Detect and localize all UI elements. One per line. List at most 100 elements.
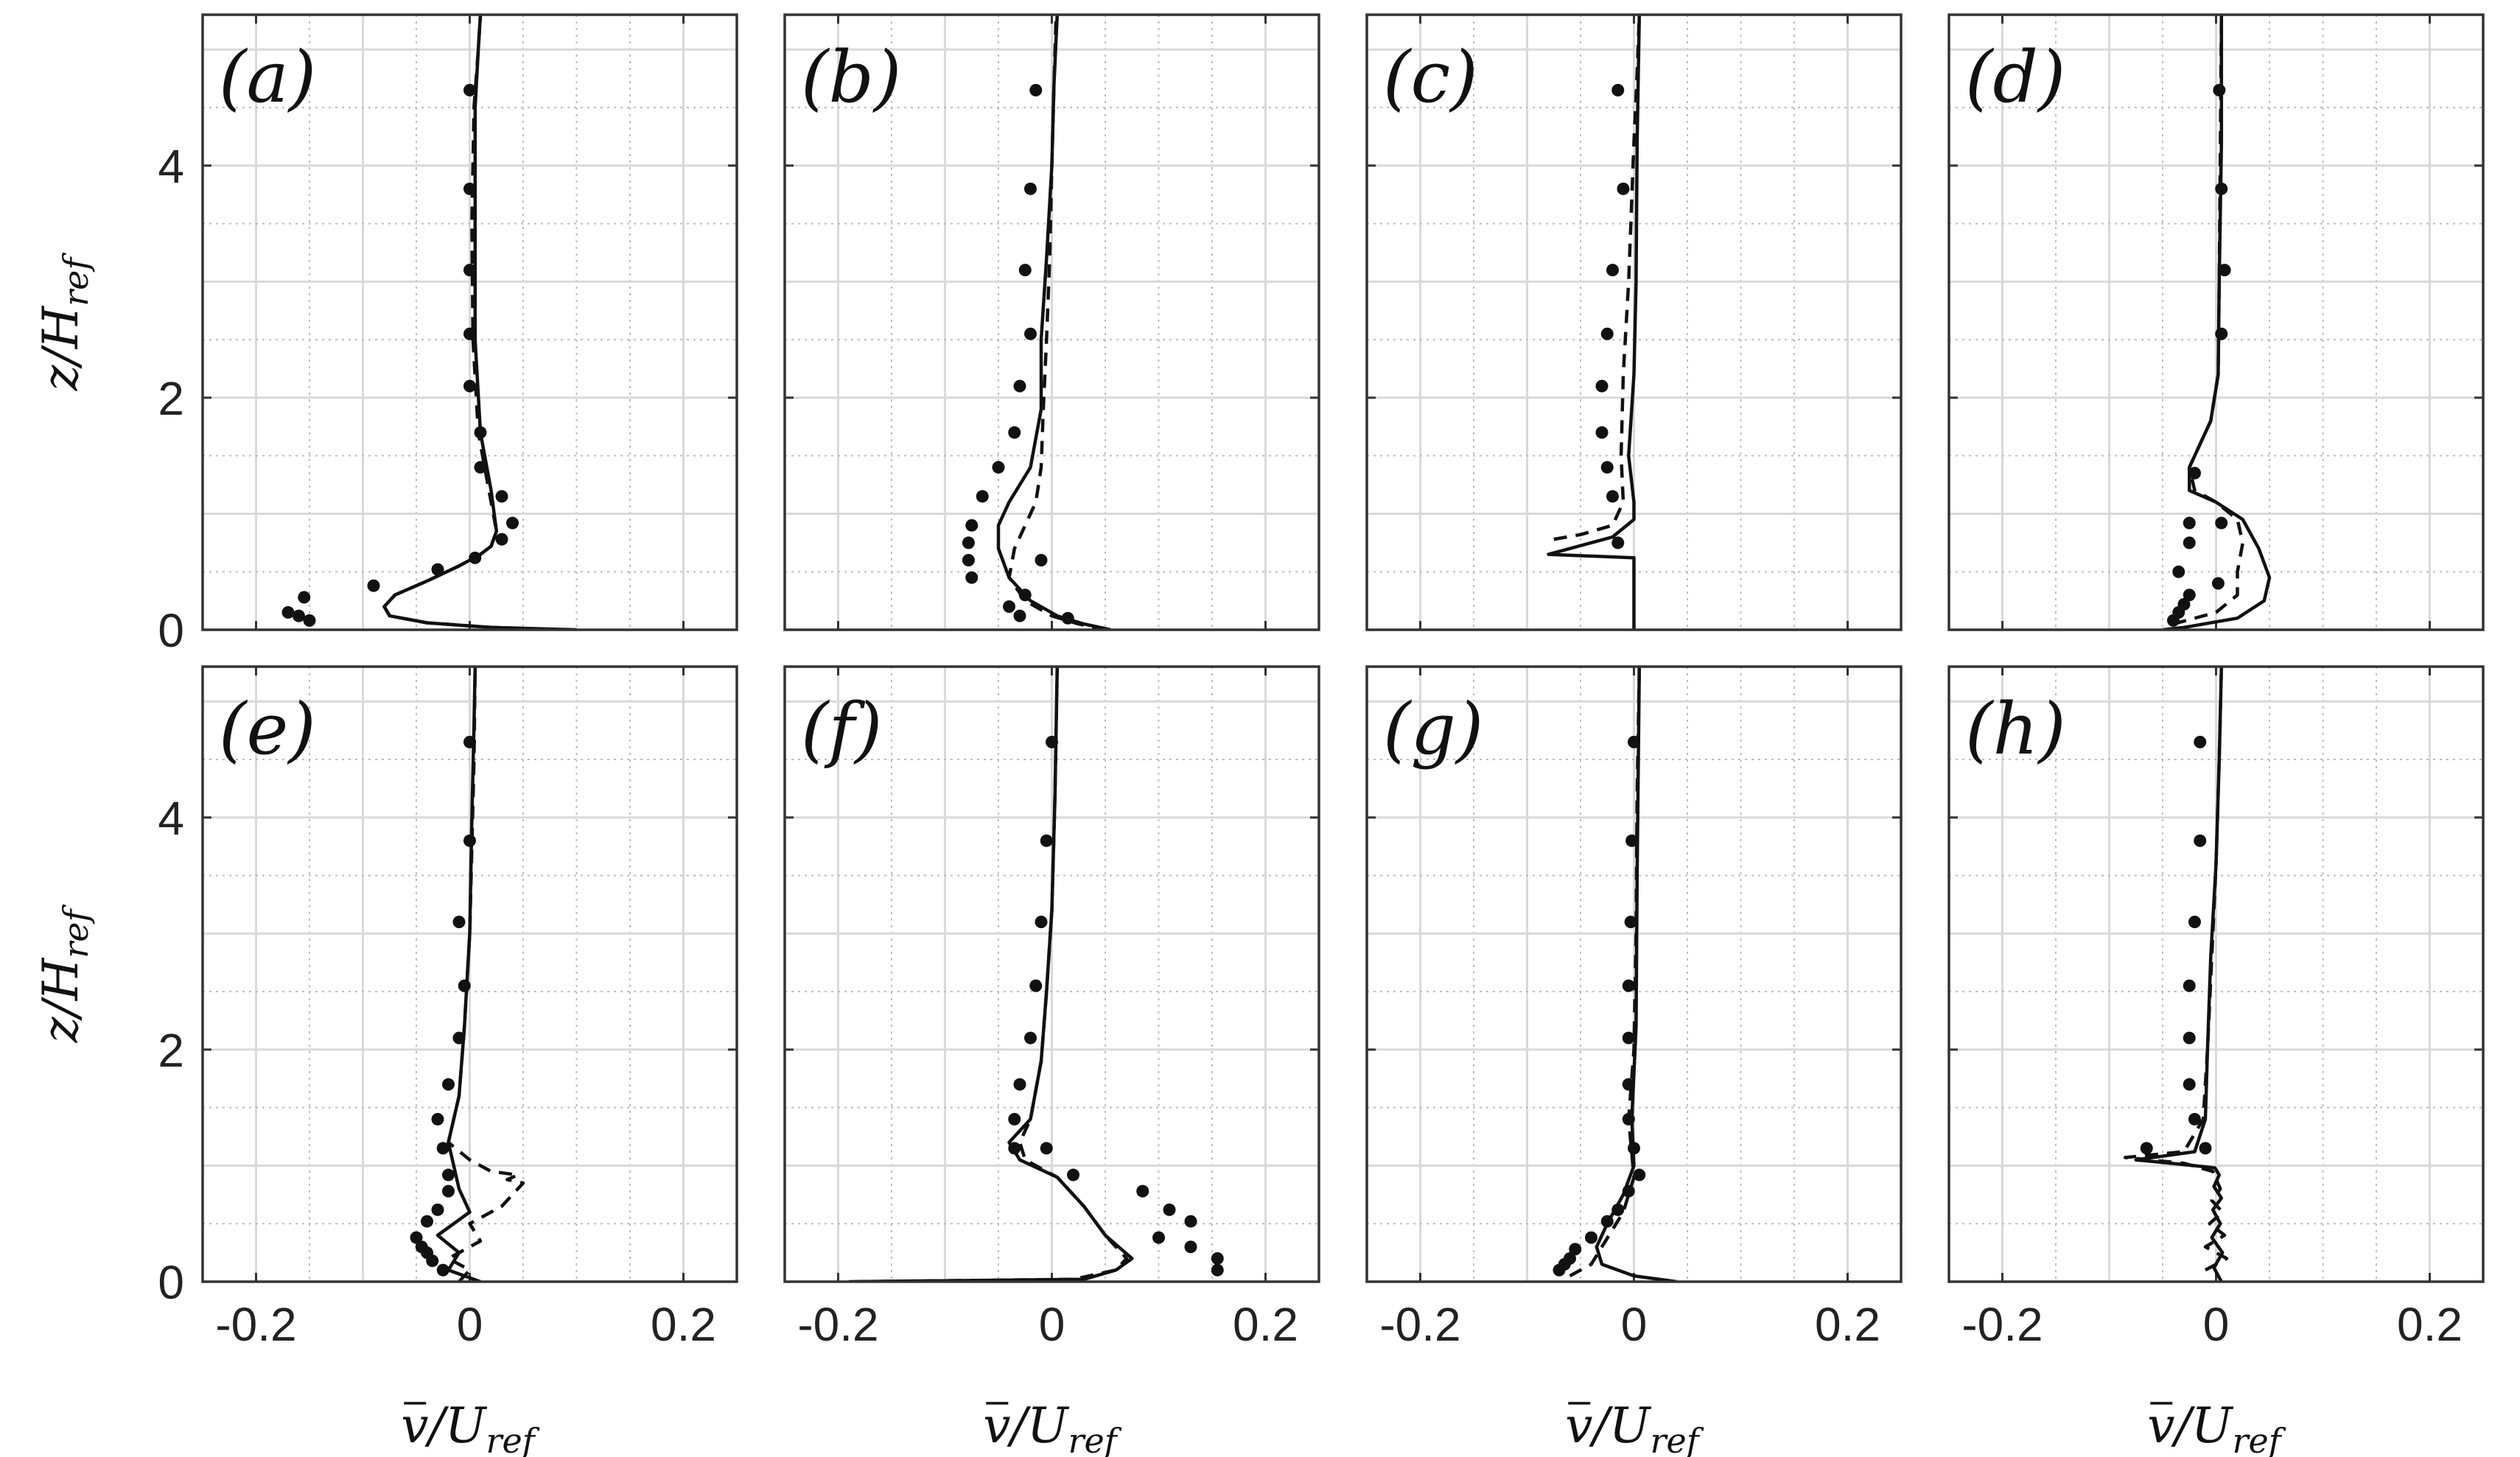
data-point bbox=[1611, 536, 1625, 550]
y-axis-label-main: z/H bbox=[32, 957, 89, 1043]
data-point bbox=[2188, 916, 2201, 929]
data-point bbox=[1622, 1112, 1635, 1126]
panel-label: (b) bbox=[801, 36, 901, 119]
data-point bbox=[2218, 264, 2231, 277]
data-point bbox=[1211, 1251, 1224, 1265]
data-point bbox=[495, 490, 508, 503]
panel-2: (b) bbox=[783, 13, 1320, 631]
x-axis-label-1: v/Uref bbox=[401, 1397, 539, 1457]
data-point bbox=[1184, 1215, 1197, 1228]
series-line-dashed bbox=[1553, 15, 1642, 541]
data-point bbox=[1013, 609, 1026, 622]
data-point bbox=[303, 614, 316, 627]
data-point bbox=[298, 591, 311, 604]
panel-5: (e) 0 2 4 -0.2 0 0.2 bbox=[158, 665, 738, 1351]
x-tick-label: 0 bbox=[2203, 1298, 2230, 1351]
data-point bbox=[1606, 264, 1619, 277]
data-point bbox=[463, 834, 476, 847]
series-line-dashed bbox=[2124, 667, 2229, 1272]
data-point bbox=[436, 1263, 449, 1277]
data-point bbox=[431, 1112, 444, 1126]
series-group bbox=[962, 15, 1111, 630]
data-point bbox=[2183, 1031, 2196, 1045]
series-group bbox=[281, 15, 577, 630]
data-point bbox=[1029, 979, 1043, 992]
data-point bbox=[1617, 182, 1630, 195]
data-point bbox=[2215, 327, 2228, 340]
y-tick-label: 2 bbox=[158, 1024, 184, 1077]
svg-text:z/Href: z/Href bbox=[32, 905, 96, 1044]
panels-group: (a) 0 2 4 (b) (c) (d) (e) 0 2 4 -0.2 0 0.2 (f) -0.2 0 0.2… bbox=[158, 13, 2485, 1351]
panel-label: (e) bbox=[219, 688, 316, 770]
data-point bbox=[1628, 1142, 1640, 1155]
data-point bbox=[962, 536, 975, 550]
axes-frame bbox=[1365, 665, 1903, 1283]
data-point bbox=[962, 553, 975, 566]
x-axis-label-4: v/Uref bbox=[2147, 1397, 2286, 1457]
y-axis-label-main: z/H bbox=[32, 305, 89, 391]
data-point bbox=[2177, 597, 2191, 611]
x-tick-label: -0.2 bbox=[797, 1298, 878, 1351]
data-point bbox=[2183, 536, 2196, 550]
data-point bbox=[2194, 735, 2207, 748]
series-line-solid bbox=[1547, 15, 1642, 630]
svg-text:z/Href: z/Href bbox=[32, 253, 96, 392]
data-point bbox=[1003, 600, 1015, 613]
data-point bbox=[1008, 1142, 1021, 1155]
data-point bbox=[1024, 327, 1037, 340]
data-point bbox=[1622, 1078, 1635, 1091]
data-point bbox=[1013, 1078, 1026, 1091]
series-line-solid bbox=[382, 15, 577, 630]
x-tick-label: 0.2 bbox=[2397, 1298, 2463, 1351]
data-point bbox=[1029, 83, 1043, 96]
data-point bbox=[458, 979, 471, 992]
axes-frame bbox=[201, 665, 738, 1283]
data-point bbox=[506, 516, 519, 530]
data-point bbox=[469, 551, 482, 564]
data-point bbox=[1024, 182, 1037, 195]
data-point bbox=[463, 327, 476, 340]
data-point bbox=[1595, 379, 1609, 393]
y-axis-label-sub: ref bbox=[56, 253, 96, 306]
data-point bbox=[431, 1203, 444, 1216]
x-tick-label: 0.2 bbox=[1815, 1298, 1880, 1351]
panel-8: (h) -0.2 0 0.2 bbox=[1947, 665, 2485, 1351]
x-tick-label: -0.2 bbox=[1961, 1298, 2043, 1351]
axes-frame bbox=[201, 13, 738, 631]
data-point bbox=[442, 1184, 455, 1198]
data-point bbox=[1564, 1251, 1576, 1265]
data-point bbox=[1061, 611, 1074, 625]
data-point bbox=[495, 533, 508, 546]
series-line-dashed bbox=[859, 667, 1129, 1282]
data-point bbox=[1628, 735, 1640, 748]
data-point bbox=[1622, 979, 1635, 992]
data-point bbox=[1040, 834, 1053, 847]
y-tick-label: 2 bbox=[158, 372, 184, 425]
panel-6: (f) -0.2 0 0.2 bbox=[783, 665, 1320, 1351]
panel-label: (c) bbox=[1383, 36, 1478, 119]
panel-1: (a) 0 2 4 bbox=[158, 13, 738, 657]
axes-frame bbox=[1365, 13, 1903, 631]
data-point bbox=[1018, 589, 1032, 602]
data-point bbox=[1163, 1203, 1176, 1216]
data-point bbox=[1625, 834, 1639, 847]
data-point bbox=[2194, 834, 2207, 847]
data-point bbox=[1035, 553, 1048, 566]
x-tick-label: -0.2 bbox=[1379, 1298, 1460, 1351]
y-tick-label: 0 bbox=[158, 604, 184, 657]
data-point bbox=[1013, 379, 1026, 393]
series-group bbox=[1553, 667, 1677, 1282]
y-tick-label: 4 bbox=[158, 140, 184, 193]
series-group bbox=[410, 667, 525, 1282]
data-point bbox=[2188, 1112, 2201, 1126]
data-point bbox=[1024, 1031, 1037, 1045]
data-point bbox=[293, 609, 305, 622]
data-point bbox=[1569, 1243, 1582, 1256]
data-point bbox=[1008, 1112, 1021, 1126]
x-tick-label: 0 bbox=[1621, 1298, 1648, 1351]
x-tick-label: 0 bbox=[1039, 1298, 1065, 1351]
axes-frame bbox=[1947, 13, 2485, 631]
data-point bbox=[2199, 1142, 2212, 1155]
data-point bbox=[965, 571, 979, 584]
data-point bbox=[1040, 1142, 1053, 1155]
